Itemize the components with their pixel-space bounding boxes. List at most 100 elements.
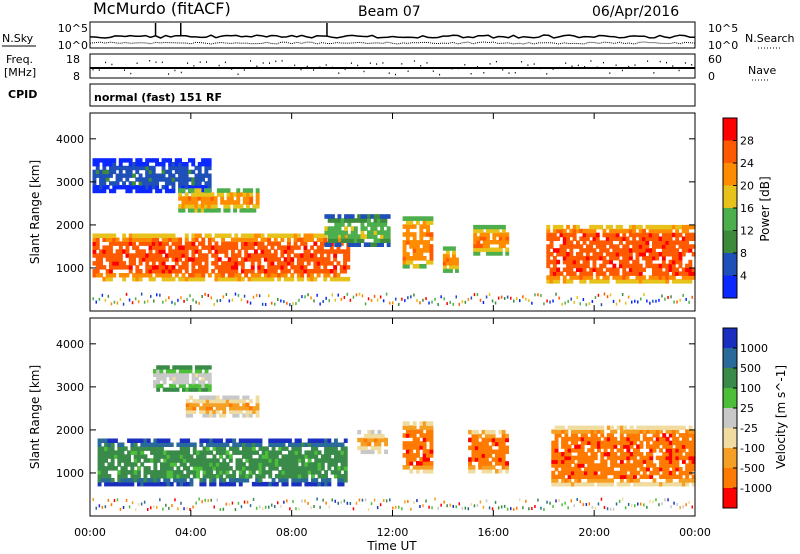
near-range-cell	[310, 296, 312, 300]
range-cell	[199, 409, 203, 414]
range-cell	[546, 224, 551, 230]
range-cell	[491, 457, 496, 462]
range-cell	[615, 248, 620, 253]
range-cell	[166, 470, 171, 475]
range-cell	[595, 279, 600, 284]
nave-point	[224, 61, 226, 64]
range-cell	[625, 244, 630, 249]
range-cell	[104, 481, 108, 487]
range-cell	[476, 243, 481, 249]
range-cell	[587, 440, 592, 446]
nave-point	[571, 65, 573, 67]
range-cell	[405, 264, 410, 269]
range-cell	[132, 173, 136, 178]
range-cell	[561, 440, 565, 446]
range-cell	[340, 234, 345, 239]
range-cell	[184, 192, 189, 197]
range-cell	[672, 425, 676, 430]
range-cell	[613, 459, 618, 464]
range-cell	[662, 455, 667, 461]
range-cell	[166, 458, 171, 463]
range-cell	[678, 467, 683, 472]
range-cell	[176, 442, 181, 447]
range-cell	[688, 467, 693, 472]
range-cell	[476, 236, 481, 241]
range-cell	[552, 275, 557, 280]
near-range-cell	[153, 505, 155, 509]
range-cell	[551, 459, 556, 464]
range-cell	[658, 275, 663, 280]
range-cell	[255, 442, 260, 447]
range-cell	[622, 228, 627, 234]
range-cell	[153, 438, 158, 443]
range-cell	[576, 263, 580, 269]
range-cell	[671, 224, 676, 230]
near-range-cell	[237, 501, 240, 505]
range-cell	[178, 372, 183, 377]
range-cell	[188, 276, 192, 282]
near-range-cell	[334, 499, 336, 503]
range-cell	[646, 459, 650, 464]
range-cell	[236, 196, 241, 201]
range-cell	[110, 442, 115, 447]
near-range-cell	[552, 505, 554, 508]
range-cell	[367, 242, 371, 247]
range-cell	[324, 214, 329, 219]
range-cell	[556, 224, 561, 230]
near-range-cell	[485, 499, 488, 503]
range-cell	[668, 232, 673, 238]
colorbar-swatch	[723, 348, 737, 369]
range-cell	[118, 241, 123, 246]
range-cell	[217, 233, 222, 238]
range-cell	[343, 438, 348, 443]
range-cell	[609, 236, 613, 241]
range-cell	[610, 467, 614, 472]
near-range-cell	[661, 294, 663, 298]
range-cell	[281, 481, 286, 487]
range-cell	[344, 238, 348, 243]
range-cell	[300, 253, 305, 258]
range-cell	[268, 454, 273, 459]
range-cell	[194, 249, 199, 254]
range-cell	[138, 177, 143, 182]
range-cell	[331, 234, 335, 239]
range-cell	[340, 458, 345, 463]
range-cell	[628, 252, 633, 257]
range-cell	[445, 250, 450, 255]
range-cell	[311, 442, 315, 447]
range-cell	[196, 454, 200, 459]
range-cell	[635, 275, 640, 280]
range-cell	[138, 261, 143, 266]
range-cell	[201, 241, 206, 246]
range-cell	[546, 248, 551, 253]
range-cell	[207, 165, 212, 171]
range-cell	[678, 224, 683, 230]
range-cell	[204, 204, 208, 209]
range-cell	[219, 474, 223, 479]
range-cell	[329, 269, 334, 274]
range-cell	[409, 445, 414, 450]
near-range-cell	[634, 299, 636, 303]
range-cell	[589, 248, 594, 253]
range-cell	[574, 444, 579, 449]
range-cell	[370, 445, 375, 451]
range-cell	[590, 433, 595, 438]
range-cell	[201, 253, 206, 258]
range-cell	[184, 162, 189, 167]
range-cell	[593, 444, 598, 449]
range-cell	[642, 433, 647, 438]
range-cell	[267, 269, 272, 274]
range-cell	[155, 249, 160, 254]
range-cell	[173, 474, 177, 479]
range-cell	[317, 474, 322, 479]
range-cell	[589, 271, 594, 276]
near-range-cell	[646, 299, 648, 303]
range-cell	[334, 450, 338, 455]
range-cell	[161, 276, 166, 282]
range-cell	[254, 257, 258, 262]
range-cell	[238, 462, 243, 467]
range-cell	[577, 429, 582, 434]
range-cell	[127, 458, 131, 463]
range-cell	[572, 259, 577, 265]
range-cell	[231, 265, 235, 270]
